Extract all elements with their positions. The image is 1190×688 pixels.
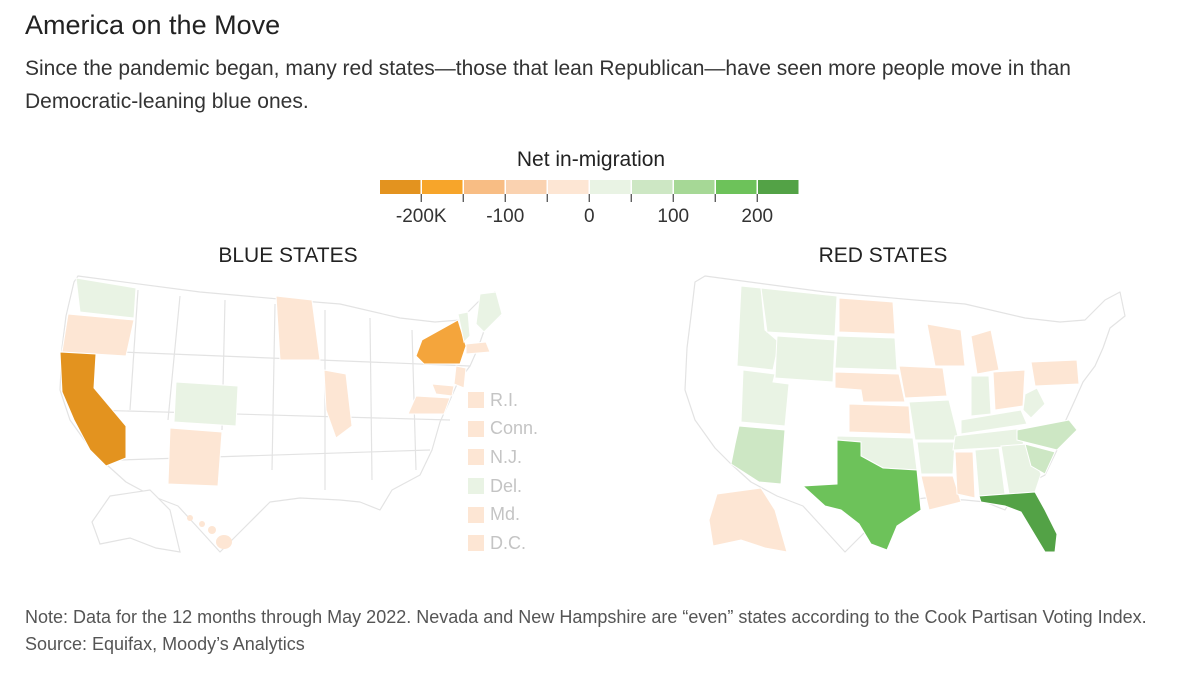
legend-swatch xyxy=(716,180,757,194)
legend-labels: -200K -100 0 100 200 xyxy=(396,206,773,227)
small-state-conn: Conn. xyxy=(468,415,538,444)
state-new-jersey xyxy=(453,365,467,389)
state-utah xyxy=(740,369,790,427)
state-iowa xyxy=(898,365,948,399)
legend-tick-label: 100 xyxy=(657,206,689,227)
state-maine xyxy=(475,291,503,333)
legend-tick-label: -200K xyxy=(396,206,447,227)
small-state-swatch xyxy=(468,535,484,552)
state-massachusetts xyxy=(465,341,491,355)
state-vermont xyxy=(457,311,471,344)
state-pennsylvania xyxy=(1030,359,1080,387)
blue-states-map xyxy=(59,275,503,553)
small-state-swatch xyxy=(468,420,484,437)
blue-states-label: BLUE STATES xyxy=(218,244,358,267)
state-north-dakota xyxy=(838,297,896,335)
state-michigan xyxy=(970,329,1000,375)
legend-swatch xyxy=(380,180,421,194)
legend-swatch xyxy=(548,180,589,194)
chart-subtitle: Since the pandemic began, many red state… xyxy=(25,57,1071,113)
state-nebraska xyxy=(834,371,906,403)
state-virginia xyxy=(407,395,451,415)
state-ohio xyxy=(992,369,1026,411)
small-state-md: Md. xyxy=(468,500,538,529)
legend-swatch xyxy=(464,180,505,194)
state-indiana xyxy=(970,375,992,417)
legend-swatches xyxy=(380,180,799,194)
small-state-ri: R.I. xyxy=(468,386,538,415)
legend-swatch xyxy=(758,180,799,194)
legend-scale: -200K -100 0 100 200 xyxy=(380,180,799,227)
legend-swatch xyxy=(506,180,547,194)
small-state-swatch xyxy=(468,392,484,409)
state-wisconsin xyxy=(926,323,966,367)
state-minnesota xyxy=(275,295,321,361)
note-text: Note: Data for the 12 months through May… xyxy=(25,607,1147,627)
legend-swatch xyxy=(590,180,631,194)
state-illinois xyxy=(323,369,353,439)
small-state-dc: D.C. xyxy=(468,529,538,558)
state-arizona xyxy=(730,425,786,485)
state-maryland xyxy=(431,383,455,397)
small-state-del: Del. xyxy=(468,472,538,501)
state-hawaii xyxy=(187,515,232,549)
state-north-carolina xyxy=(1016,419,1078,451)
state-texas xyxy=(801,439,922,551)
legend-swatch xyxy=(422,180,463,194)
source-text: Source: Equifax, Moody’s Analytics xyxy=(25,634,305,654)
legend-tick-label: 200 xyxy=(741,206,773,227)
small-state-nj: N.J. xyxy=(468,443,538,472)
chart-title: America on the Move xyxy=(25,10,281,40)
state-florida xyxy=(978,491,1058,553)
red-states-label: RED STATES xyxy=(818,244,948,267)
state-mississippi xyxy=(954,451,976,499)
small-state-swatch xyxy=(468,506,484,523)
legend-swatch xyxy=(674,180,715,194)
state-oregon xyxy=(61,313,135,357)
legend-tick-label: -100 xyxy=(486,206,524,227)
state-south-carolina xyxy=(1024,443,1056,475)
state-wyoming xyxy=(774,335,836,383)
red-states-map xyxy=(684,275,1126,553)
state-colorado xyxy=(173,381,239,427)
small-state-swatch xyxy=(468,449,484,466)
state-california xyxy=(59,351,127,467)
legend-tick-label: 0 xyxy=(584,206,595,227)
state-new-mexico xyxy=(167,427,223,487)
state-south-dakota xyxy=(834,335,898,371)
legend-swatch xyxy=(632,180,673,194)
state-new-york xyxy=(415,319,467,365)
small-states-list: R.I. Conn. N.J. Del. Md. D.C. xyxy=(468,386,538,558)
state-kansas xyxy=(848,403,912,435)
state-kentucky xyxy=(960,409,1028,435)
legend-title: Net in-migration xyxy=(516,148,666,171)
state-arkansas xyxy=(916,441,956,475)
legend-ticks xyxy=(420,194,758,202)
state-alaska xyxy=(91,489,181,553)
state-montana xyxy=(760,287,838,337)
chart-notes: Note: Data for the 12 months through May… xyxy=(25,604,1165,658)
state-alaska xyxy=(708,487,788,553)
state-west-virginia xyxy=(1022,387,1046,419)
state-louisiana xyxy=(920,475,962,511)
small-state-swatch xyxy=(468,478,484,495)
state-washington xyxy=(75,277,137,319)
